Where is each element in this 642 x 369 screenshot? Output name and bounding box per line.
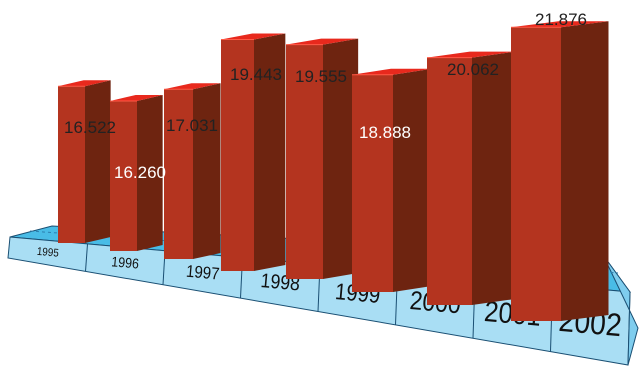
value-label: 16.522: [64, 118, 116, 137]
bar-top-face: [511, 21, 609, 28]
bar-top-face: [352, 68, 432, 75]
bar-top-face: [221, 33, 286, 40]
value-label: 17.031: [166, 116, 218, 135]
bar-group: [58, 21, 609, 322]
bar-front-face: [58, 86, 85, 244]
value-label: 21.876: [535, 10, 587, 29]
bar-side-face: [561, 21, 609, 322]
bar: [164, 83, 221, 259]
value-label: 19.555: [295, 67, 347, 86]
bar-top-face: [164, 83, 221, 90]
bar-side-face: [472, 51, 515, 305]
bar-side-face: [137, 94, 163, 251]
x-tick-label: 1995: [36, 245, 59, 260]
x-tick-label: 1996: [111, 254, 140, 272]
bar-side-face: [323, 38, 359, 279]
bar-front-face: [286, 44, 323, 279]
bar-front-face: [352, 74, 393, 292]
x-tick-label: 1997: [185, 262, 220, 284]
bar-front-face: [110, 100, 137, 251]
bar-side-face: [254, 33, 286, 271]
bar: [286, 38, 359, 279]
bar: [110, 94, 163, 251]
bar-front-face: [427, 57, 472, 305]
value-label-group: 16.522 16.260 17.031 19.443 19.555 18.888 20.0…: [64, 10, 587, 182]
bar-front-face: [511, 27, 561, 322]
bar-side-face: [393, 68, 432, 292]
base-cell-divider: [85, 243, 88, 272]
bar-top-face: [58, 80, 111, 87]
bar-front-face: [221, 39, 254, 271]
bar: [221, 33, 286, 271]
bar-side-face: [193, 83, 221, 259]
bar: [352, 68, 432, 292]
value-label: 19.443: [230, 65, 282, 84]
bar-top-face: [110, 94, 163, 101]
bar-top-face: [427, 51, 515, 58]
bar-side-face: [85, 80, 111, 244]
bar: [58, 80, 111, 244]
bar: [427, 51, 515, 305]
value-label: 20.062: [447, 60, 499, 79]
value-label: 16.260: [114, 163, 166, 182]
value-label: 18.888: [359, 123, 411, 142]
base-right-side: [602, 254, 639, 366]
bar: [511, 21, 609, 322]
bar-top-face: [286, 38, 359, 45]
bar-front-face: [164, 89, 193, 259]
